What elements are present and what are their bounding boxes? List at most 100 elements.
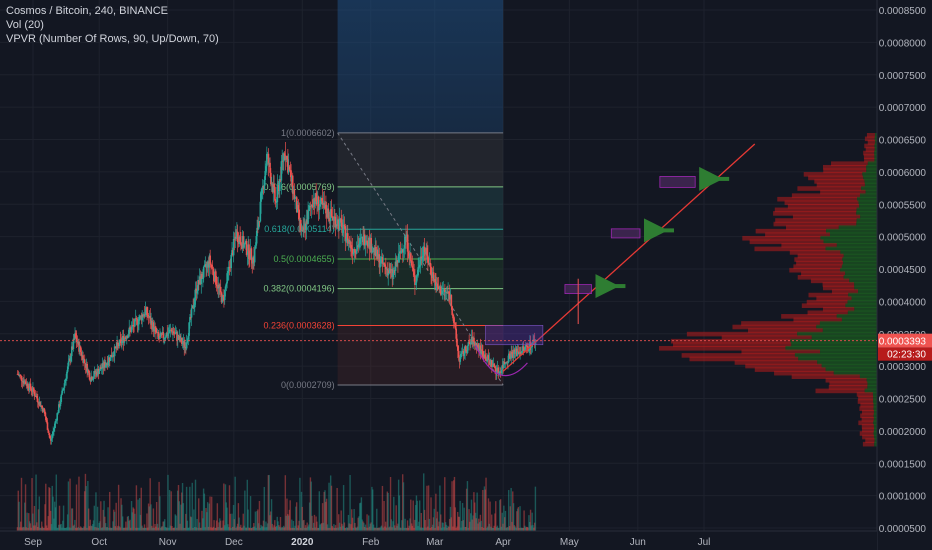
candle-body <box>115 347 118 349</box>
volume-bar <box>301 506 304 531</box>
price-tick-label: 0.0000500 <box>879 524 927 535</box>
candle-body <box>215 284 218 287</box>
volume-bar <box>381 485 384 531</box>
volume-bar <box>264 527 266 531</box>
vpvr-row-up <box>840 250 877 255</box>
candle-body <box>454 323 457 329</box>
candle-body <box>437 286 440 289</box>
candle-body <box>375 246 377 257</box>
volume-bar <box>245 527 248 531</box>
volume-bar <box>440 514 442 531</box>
volume-bar <box>534 486 537 531</box>
candle-body <box>41 405 43 408</box>
candle-body <box>376 249 378 257</box>
candle-body <box>152 322 155 332</box>
vpvr-row-up <box>874 438 877 443</box>
candle-body <box>308 209 310 212</box>
volume-indicator-label[interactable]: Vol (20) <box>6 19 44 31</box>
candle-body <box>210 263 212 265</box>
volume-bar <box>481 526 483 531</box>
vpvr-row-down <box>861 424 874 429</box>
volume-bar <box>143 524 146 531</box>
candle-body <box>289 169 292 171</box>
candle-body <box>69 358 71 361</box>
candle-body <box>228 266 231 268</box>
candle-body <box>100 368 103 370</box>
candle-body <box>127 333 130 338</box>
drawings[interactable] <box>474 143 756 377</box>
vpvr-row-down <box>820 189 866 195</box>
candle-body <box>342 224 345 230</box>
candle-body <box>311 205 313 207</box>
candle-body <box>292 189 295 194</box>
volume-bar <box>302 520 304 531</box>
candle-body <box>325 204 327 214</box>
candle-body <box>481 349 483 351</box>
candle-body <box>143 314 145 317</box>
volume-bar <box>420 512 423 531</box>
candle-body <box>202 277 204 279</box>
candle-body <box>234 236 237 240</box>
candle-body <box>24 381 26 384</box>
volume-bar <box>443 527 445 531</box>
candle-body <box>226 273 228 284</box>
volume-bar <box>499 500 501 531</box>
candle-body <box>365 240 368 245</box>
volume-bar <box>71 508 74 531</box>
volume-bar <box>355 527 357 531</box>
vpvr-row-down <box>803 172 863 177</box>
volume-bar <box>347 514 350 531</box>
symbol-title[interactable]: Cosmos / Bitcoin, 240, BINANCE <box>6 5 169 17</box>
vpvr-row-down <box>659 346 786 351</box>
candle-body <box>457 346 459 351</box>
volume-bar <box>466 481 469 531</box>
candle-body <box>367 237 370 247</box>
vpvr-indicator-label[interactable]: VPVR (Number Of Rows, 90, Up/Down, 70) <box>6 33 219 45</box>
vpvr-row-up <box>867 381 877 387</box>
volume-bar <box>134 527 137 531</box>
candle-body <box>134 318 137 320</box>
candle-body <box>122 335 125 343</box>
volume-bar <box>126 516 129 531</box>
candle-body <box>514 351 517 354</box>
volume-bar <box>23 527 25 531</box>
candle-body <box>261 187 263 194</box>
volume-bar <box>147 503 150 531</box>
price-axis[interactable]: 0.00085000.00080000.00075000.00070000.00… <box>876 0 932 550</box>
candle-body <box>97 368 100 375</box>
candle-body <box>429 262 432 268</box>
vpvr-row-up <box>854 306 877 312</box>
time-axis[interactable]: Sep Oct Nov Dec 2020 Feb Mar Apr May Jun Jul <box>0 530 877 550</box>
candle-body <box>95 371 97 374</box>
volume-bar <box>16 527 19 531</box>
volume-bar <box>350 524 352 531</box>
candle-body <box>396 260 398 266</box>
volume-bar <box>109 527 112 531</box>
candle-body <box>328 218 330 220</box>
volume-bar <box>495 501 497 531</box>
candle-body <box>275 202 278 204</box>
volume-bar <box>474 512 477 531</box>
candle-body <box>423 246 425 256</box>
candle-body <box>303 227 305 230</box>
vpvr-row-up <box>873 402 877 408</box>
volume-bar <box>318 491 321 531</box>
candle-body <box>445 291 448 293</box>
candle-body <box>316 201 318 205</box>
volume-bar <box>252 526 254 531</box>
candle-body <box>294 197 296 199</box>
volume-bar <box>45 483 47 531</box>
volume-bar <box>461 520 463 531</box>
candle-body <box>73 338 76 340</box>
candle-body <box>385 268 388 270</box>
volume-bar <box>465 526 467 531</box>
volume-bar <box>127 515 130 531</box>
candle-body <box>515 348 517 352</box>
volume-bar <box>35 474 37 531</box>
candle-body <box>448 291 450 294</box>
candle-body <box>469 342 472 345</box>
candle-body <box>65 378 67 380</box>
volume-bar <box>151 525 153 531</box>
volume-bar <box>206 502 209 531</box>
